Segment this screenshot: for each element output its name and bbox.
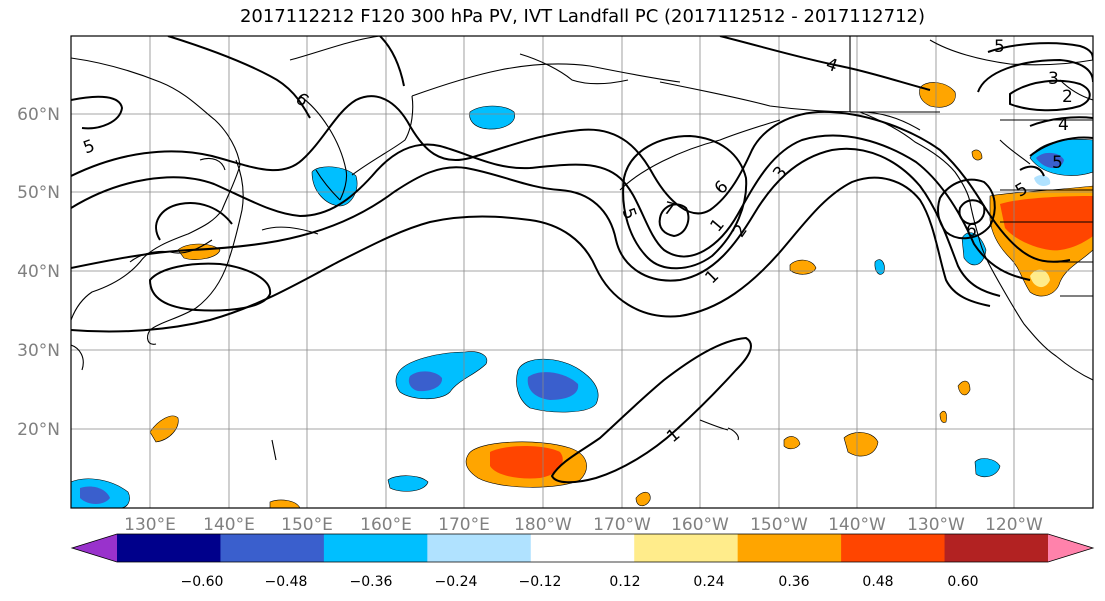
lon-label: 150°E bbox=[281, 515, 333, 535]
colorbar-extend-low bbox=[72, 534, 117, 562]
colorbar-segment bbox=[323, 534, 428, 562]
colorbar-tick-label: 0.12 bbox=[609, 574, 640, 590]
lat-label: 30°N bbox=[17, 341, 60, 361]
colorbar-segment bbox=[220, 534, 325, 562]
contour-label: 3 bbox=[1048, 69, 1059, 89]
anomaly-negative bbox=[80, 486, 110, 504]
colorbar-outline bbox=[70, 533, 1095, 563]
colorbar-segment bbox=[737, 534, 842, 562]
contour-label: 2 bbox=[1062, 87, 1073, 107]
colorbar-tick-label: −0.36 bbox=[350, 574, 393, 590]
contour-label: 4 bbox=[1058, 115, 1069, 135]
anomaly-negative bbox=[1036, 152, 1064, 168]
graticule bbox=[71, 36, 1093, 508]
anomaly-negative bbox=[387, 475, 429, 492]
lon-label: 170°W bbox=[593, 515, 651, 535]
lat-label: 60°N bbox=[17, 105, 60, 125]
anomaly-positive bbox=[783, 436, 801, 450]
colorbar-tick-label: 0.36 bbox=[778, 574, 809, 590]
contour-label: 6 bbox=[966, 221, 977, 241]
colorbar-extend-high bbox=[1048, 534, 1093, 562]
anomaly-positive-light bbox=[1030, 269, 1050, 288]
pv-contours bbox=[71, 36, 1093, 484]
anomaly-positive bbox=[177, 243, 221, 260]
anomaly-positive bbox=[490, 446, 563, 479]
longitude-labels: 130°E 140°E 150°E 160°E 170°E 180°W 170°… bbox=[124, 515, 1043, 535]
map-frame bbox=[70, 35, 1094, 509]
anomaly-positive bbox=[269, 499, 301, 508]
colorbar-segment bbox=[117, 534, 221, 562]
anomaly-negative bbox=[311, 166, 358, 207]
colorbar-tick-label: −0.48 bbox=[265, 574, 308, 590]
anomaly-positive bbox=[1000, 196, 1093, 251]
colorbar-segment bbox=[841, 534, 946, 562]
anomaly-positive bbox=[843, 432, 879, 457]
colorbar-segment bbox=[634, 534, 739, 562]
lon-label: 150°W bbox=[750, 515, 808, 535]
lon-label: 160°E bbox=[360, 515, 412, 535]
anomaly-positive bbox=[957, 380, 971, 396]
lat-label: 50°N bbox=[17, 183, 60, 203]
lon-label: 170°E bbox=[438, 515, 490, 535]
anomaly-negative bbox=[527, 372, 579, 400]
anomaly-positive bbox=[971, 149, 983, 161]
lon-label: 130°E bbox=[124, 515, 176, 535]
colorbar-tick-label: −0.12 bbox=[519, 574, 562, 590]
anomaly-positive bbox=[939, 410, 947, 423]
colorbar-tick-label: 0.60 bbox=[947, 574, 978, 590]
anomaly-negative-light bbox=[1034, 175, 1051, 186]
lon-label: 120°W bbox=[985, 515, 1043, 535]
lon-label: 160°W bbox=[671, 515, 729, 535]
colorbar-segment bbox=[427, 534, 532, 562]
colorbar bbox=[70, 533, 1095, 563]
colorbar-tick-label: −0.24 bbox=[435, 574, 478, 590]
lat-label: 40°N bbox=[17, 262, 60, 282]
colorbar-tick-label: −0.60 bbox=[181, 574, 224, 590]
map-title: 2017112212 F120 300 hPa PV, IVT Landfall… bbox=[239, 6, 926, 27]
lon-label: 140°W bbox=[828, 515, 886, 535]
lon-label: 130°W bbox=[907, 515, 965, 535]
anomaly-negative bbox=[408, 371, 443, 392]
contour-label: 5 bbox=[1052, 153, 1063, 173]
colorbar-segment bbox=[530, 534, 635, 562]
anomaly-positive bbox=[635, 491, 651, 507]
colorbar-segment bbox=[944, 534, 1049, 562]
contour-label: 5 bbox=[994, 37, 1005, 57]
coastlines bbox=[71, 36, 1093, 461]
contour-label: 7 bbox=[661, 198, 677, 220]
anomaly-negative bbox=[974, 458, 1001, 478]
colorbar-tick-label: 0.24 bbox=[693, 574, 724, 590]
lon-label: 180°W bbox=[514, 515, 572, 535]
latitude-labels: 60°N 50°N 40°N 30°N 20°N bbox=[17, 105, 60, 440]
pv-anomaly-shading bbox=[71, 82, 1093, 508]
lat-label: 20°N bbox=[17, 420, 60, 440]
colorbar-tick-label: 0.48 bbox=[862, 574, 893, 590]
anomaly-negative bbox=[469, 105, 516, 130]
lon-label: 140°E bbox=[203, 515, 255, 535]
colorbar-ticks: −0.60 −0.48 −0.36 −0.24 −0.12 0.12 0.24 … bbox=[181, 574, 979, 590]
